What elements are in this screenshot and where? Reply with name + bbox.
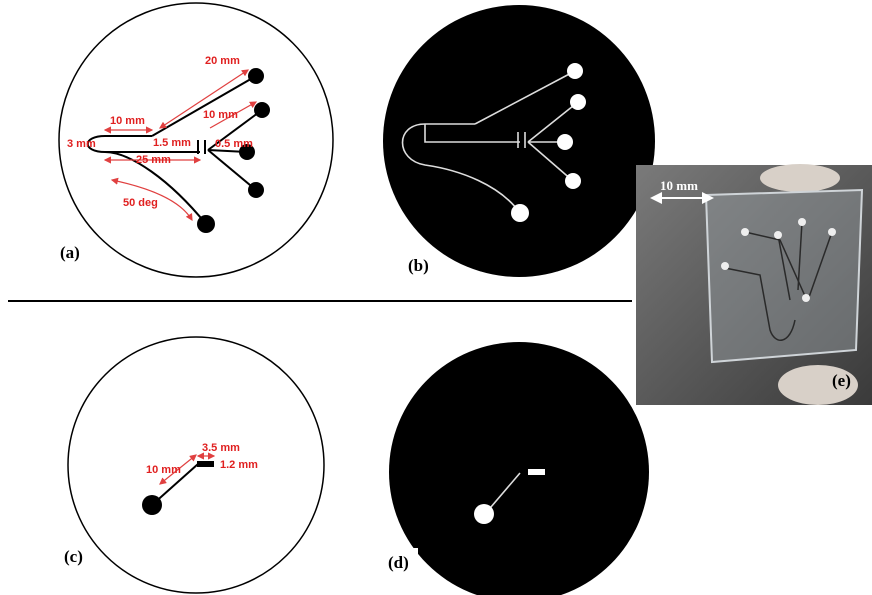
dimension-label: 20 mm [205,55,240,67]
dimension-label: 0.5 mm [215,138,253,150]
panel-label: (b) [408,256,429,275]
dimension-label: 25 mm [136,154,171,166]
panel-d: (d) [386,342,649,595]
dimension-label: 10 mm [110,115,145,127]
panel-label: (d) [388,553,409,572]
dimension-label: 3 mm [67,138,96,150]
panel-e-photo: 10 mm (e) [636,164,872,405]
panel-label: (c) [64,547,83,566]
panel-c: 3.5 mm 10 mm 1.2 mm (c) [64,337,324,593]
panel-label: (a) [60,243,80,262]
dimension-label: 1.5 mm [153,137,191,149]
dimension-label: 10 mm [660,178,698,193]
page: 20 mm 10 mm 10 mm 3 mm 1.5 mm 0.5 mm 25 … [0,0,872,595]
dimension-label: 1.2 mm [220,459,258,471]
figure: 20 mm 10 mm 10 mm 3 mm 1.5 mm 0.5 mm 25 … [0,0,872,595]
panel-a: 20 mm 10 mm 10 mm 3 mm 1.5 mm 0.5 mm 25 … [59,3,333,277]
panel-label: (e) [832,371,851,390]
dimension-label: 50 deg [123,197,158,209]
dimension-label: 10 mm [146,464,181,476]
dimension-label: 10 mm [203,109,238,121]
panel-b: (b) [383,5,655,277]
dimension-label: 3.5 mm [202,442,240,454]
